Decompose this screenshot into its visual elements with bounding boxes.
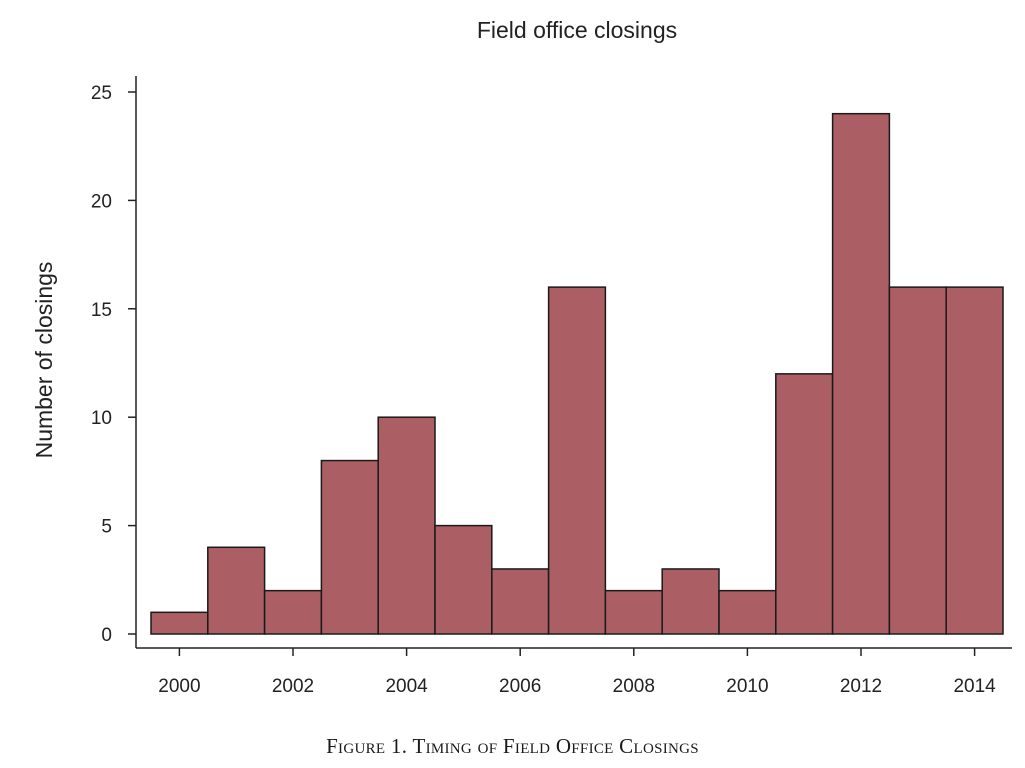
bar-2012 bbox=[831, 112, 891, 635]
bar-2000 bbox=[150, 611, 209, 635]
x-tick-label: 2008 bbox=[613, 676, 655, 697]
x-tick-label: 2004 bbox=[385, 676, 428, 697]
x-tick-label: 2000 bbox=[158, 676, 200, 697]
y-tick-label: 25 bbox=[91, 83, 112, 104]
bar-2008 bbox=[604, 589, 663, 635]
x-tick-label: 2006 bbox=[499, 676, 541, 697]
bars-group bbox=[150, 112, 1004, 635]
y-tick-label: 0 bbox=[101, 625, 112, 646]
bar-2001 bbox=[207, 546, 266, 635]
bar-2004 bbox=[377, 416, 436, 635]
bar-2010 bbox=[718, 589, 777, 635]
bar-2007 bbox=[547, 286, 607, 635]
axes-group: 0 5 10 15 20 25 2000 2002 2004 2006 2008 2010 2012 20… bbox=[91, 76, 1012, 697]
x-tick-label: 2014 bbox=[953, 676, 996, 697]
bar-2005 bbox=[434, 524, 493, 635]
y-tick-label: 10 bbox=[91, 408, 112, 429]
chart-title: Field office closings bbox=[477, 17, 677, 43]
y-tick-label: 5 bbox=[101, 517, 112, 538]
bar-2006 bbox=[491, 568, 550, 635]
figure-caption: Figure 1. Timing of Field Office Closing… bbox=[326, 734, 699, 758]
bar-2011 bbox=[775, 373, 834, 635]
bar-2014 bbox=[945, 286, 1004, 635]
bar-2002 bbox=[263, 589, 323, 635]
y-axis-label: Number of closings bbox=[31, 262, 57, 459]
x-tick-label: 2010 bbox=[726, 676, 768, 697]
x-tick-label: 2002 bbox=[272, 676, 314, 697]
bar-2003 bbox=[320, 459, 379, 635]
y-tick-label: 20 bbox=[91, 191, 112, 212]
bar-2009 bbox=[661, 568, 720, 635]
bar-2013 bbox=[888, 286, 947, 635]
x-tick-label: 2012 bbox=[840, 676, 882, 697]
y-tick-label: 15 bbox=[91, 300, 112, 321]
